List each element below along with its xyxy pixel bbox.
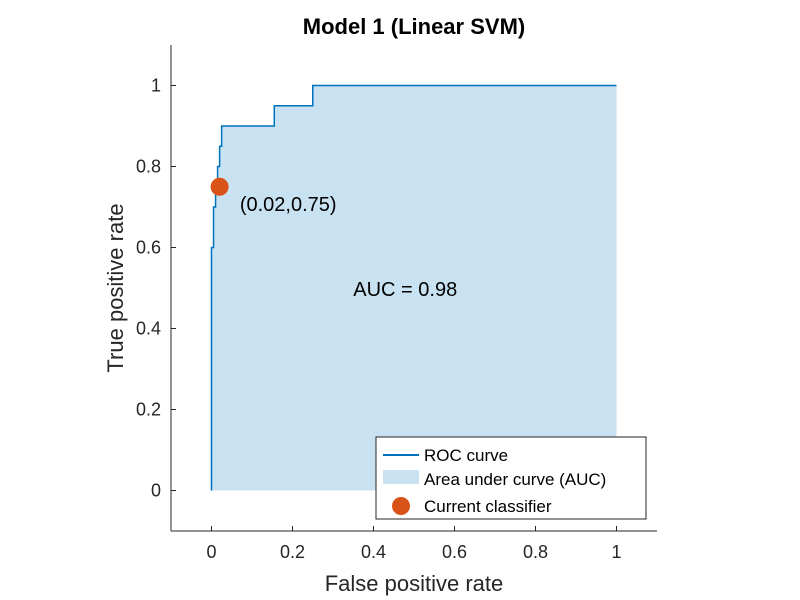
x-tick-label: 0.2 <box>280 542 305 562</box>
y-tick-label: 0.2 <box>136 400 161 420</box>
legend-box <box>375 436 647 520</box>
legend-auc-swatch <box>383 470 419 484</box>
legend-classifier-swatch <box>392 497 410 515</box>
x-tick-label: 0.6 <box>442 542 467 562</box>
y-tick-label: 0.6 <box>136 238 161 258</box>
chart-title: Model 1 (Linear SVM) <box>303 14 525 39</box>
classifier-coordinate-label: (0.02,0.75) <box>240 194 337 216</box>
y-axis-title: True positive rate <box>103 203 128 372</box>
auc-area <box>211 85 617 491</box>
legend: ROC curve Area under curve (AUC) Current… <box>375 436 647 520</box>
y-tick-label: 1 <box>151 76 161 96</box>
roc-curve-line <box>210 84 617 491</box>
legend-roc-label: ROC curve <box>424 446 508 465</box>
auc-label: AUC = 0.98 <box>353 279 457 301</box>
x-axis-title: False positive rate <box>325 571 504 596</box>
x-tick-label: 0.4 <box>361 542 386 562</box>
x-tick-label: 0.8 <box>523 542 548 562</box>
plot-area: 0 0.2 0.4 0.6 0.8 1 0 0.2 0.4 0.6 0.8 1 (0.02,0.75) A… <box>136 45 657 562</box>
y-tick-label: 0.8 <box>136 157 161 177</box>
y-tick-label: 0 <box>151 481 161 501</box>
y-tick-label: 0.4 <box>136 319 161 339</box>
legend-auc-label: Area under curve (AUC) <box>424 470 606 489</box>
legend-classifier-label: Current classifier <box>424 497 552 516</box>
current-classifier-point <box>210 177 229 196</box>
x-tick-label: 1 <box>611 542 621 562</box>
x-tick-label: 0 <box>206 542 216 562</box>
